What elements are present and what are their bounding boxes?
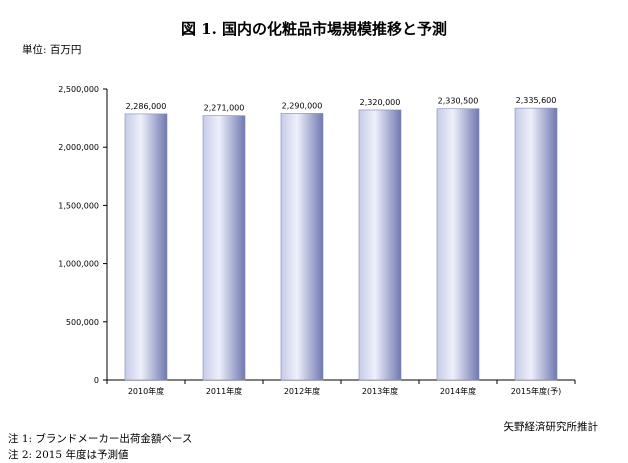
x-tick-label: 2010年度: [128, 386, 164, 396]
data-label: 2,271,000: [204, 104, 245, 113]
x-tick-label: 2011年度: [206, 386, 242, 396]
x-tick-label: 2015年度(予): [511, 386, 562, 396]
y-tick-label: 500,000: [66, 318, 99, 327]
x-tick-label: 2014年度: [440, 386, 476, 396]
bar: [358, 109, 402, 381]
bar: [124, 113, 168, 381]
y-tick-label: 0: [94, 376, 99, 385]
data-label: 2,320,000: [360, 98, 401, 107]
source-note: 矢野経済研究所推計: [503, 421, 599, 433]
bar: [514, 107, 558, 381]
y-tick-label: 2,000,000: [58, 143, 99, 152]
y-tick-label: 1,500,000: [58, 201, 99, 210]
chart-title: 図 1. 国内の化粧品市場規模推移と予測: [180, 20, 448, 38]
bar: [436, 108, 480, 381]
y-tick-label: 1,000,000: [58, 260, 99, 269]
unit-label: 単位: 百万円: [22, 44, 82, 56]
bar: [202, 115, 246, 381]
data-label: 2,286,000: [126, 102, 167, 111]
y-tick-label: 2,500,000: [58, 85, 99, 94]
footnote-2: 注 2: 2015 年度は予測値: [8, 449, 129, 461]
footnote-1: 注 1: ブランドメーカー出荷金額ベース: [8, 433, 193, 445]
data-label: 2,335,600: [516, 96, 557, 105]
bar: [280, 113, 324, 381]
x-tick-label: 2013年度: [362, 386, 398, 396]
data-label: 2,290,000: [282, 101, 323, 110]
x-tick-label: 2012年度: [284, 386, 320, 396]
data-label: 2,330,500: [438, 97, 479, 106]
